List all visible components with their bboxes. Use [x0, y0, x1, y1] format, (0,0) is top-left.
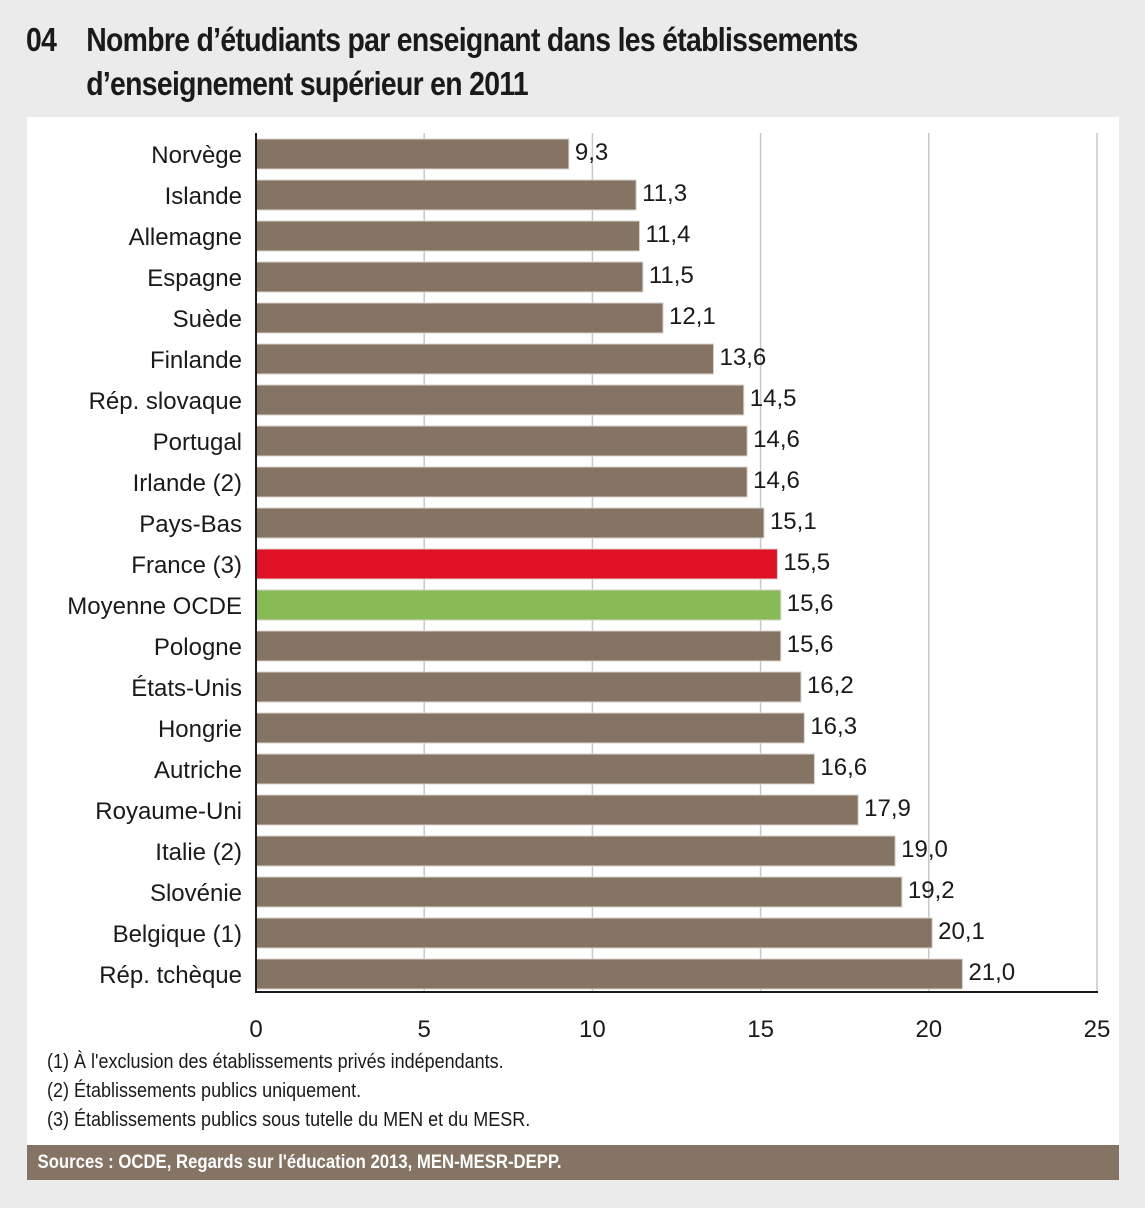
x-tick-label: 15 [747, 1016, 774, 1043]
sources-text: Sources : OCDE, Regards sur l'éducation … [37, 1152, 562, 1173]
bar [255, 343, 715, 375]
category-label: Royaume-Uni [95, 798, 242, 825]
bar [255, 507, 765, 539]
bar [255, 384, 745, 416]
category-label: Portugal [153, 429, 242, 456]
bar [255, 835, 896, 867]
bar [255, 630, 782, 662]
category-label: Islande [165, 183, 242, 210]
category-label: France (3) [131, 552, 242, 579]
chart-title-text: Nombre d’étudiants par enseignant dans l… [86, 18, 1118, 106]
category-label: Autriche [154, 757, 242, 784]
category-labels: Norvège Islande Allemagne Espagne Suède Finla… [67, 142, 242, 989]
value-label: 11,4 [645, 221, 690, 248]
footnote-2: (2) Établissements publics uniquement. [47, 1080, 362, 1102]
value-label: 14,6 [753, 426, 800, 453]
category-label: Rép. slovaque [89, 388, 242, 415]
value-label: 17,9 [864, 795, 911, 822]
bar [255, 671, 802, 703]
bar [255, 466, 748, 498]
bar-chart: Norvège Islande Allemagne Espagne Suède Finla… [67, 133, 1110, 1043]
value-label: 14,6 [753, 467, 800, 494]
value-label: 19,2 [908, 877, 955, 904]
value-label: 19,0 [901, 836, 948, 863]
value-label: 16,3 [810, 713, 857, 740]
category-label: Irlande (2) [133, 470, 242, 497]
value-label: 15,6 [787, 590, 834, 617]
value-label: 16,2 [807, 672, 854, 699]
value-label: 11,3 [642, 180, 687, 207]
sources-band: Sources : OCDE, Regards sur l'éducation … [27, 1145, 1119, 1180]
bar [255, 138, 570, 170]
bar [255, 425, 748, 457]
value-label: 16,6 [820, 754, 867, 781]
category-label: Allemagne [129, 224, 242, 251]
bar [255, 876, 903, 908]
chart-title-line-2: d’enseignement supérieur en 2011 [86, 65, 528, 102]
category-label: Finlande [150, 347, 242, 374]
bar [255, 179, 637, 211]
category-label: Espagne [147, 265, 242, 292]
footnotes: (1) À l'exclusion des établissements pri… [47, 1048, 530, 1135]
x-tick-labels: 0 5 10 15 20 25 [249, 1016, 1110, 1043]
chart-title-line-1: Nombre d’étudiants par enseignant dans l… [86, 21, 858, 58]
x-tick-label: 5 [418, 1016, 431, 1043]
value-label: 15,6 [787, 631, 834, 658]
category-label: Suède [173, 306, 242, 333]
category-label: Hongrie [158, 716, 242, 743]
value-labels: 9,3 11,3 11,4 11,5 12,113,6 14,5 14,6 14,6 15,1 1… [575, 139, 1015, 986]
category-label: Belgique (1) [113, 921, 242, 948]
bar [255, 712, 805, 744]
bar [255, 917, 933, 949]
x-tick-label: 25 [1084, 1016, 1111, 1043]
category-label: Italie (2) [155, 839, 242, 866]
bar [255, 753, 815, 785]
bar [255, 302, 664, 334]
category-label: États-Unis [131, 675, 242, 702]
bars [255, 138, 963, 990]
category-label: Rép. tchèque [99, 962, 242, 989]
value-label: 13,6 [720, 344, 767, 371]
value-label: 12,1 [669, 303, 716, 330]
value-label: 11,5 [649, 262, 694, 289]
footnote-3: (3) Établissements publics sous tutelle … [47, 1109, 531, 1131]
x-tick-label: 10 [579, 1016, 606, 1043]
value-label: 15,1 [770, 508, 817, 535]
bar [255, 548, 778, 580]
category-label: Moyenne OCDE [67, 593, 242, 620]
category-label: Norvège [151, 142, 242, 169]
category-label: Pays-Bas [139, 511, 242, 538]
bar [255, 958, 963, 990]
value-label: 9,3 [575, 139, 608, 166]
chart-number: 04 [26, 21, 57, 58]
value-label: 14,5 [750, 385, 797, 412]
bar [255, 589, 782, 621]
x-tick-label: 20 [915, 1016, 942, 1043]
value-label: 15,5 [783, 549, 830, 576]
bar [255, 794, 859, 826]
category-label: Slovénie [150, 880, 242, 907]
footnote-1: (1) À l'exclusion des établissements pri… [47, 1051, 504, 1073]
value-label: 20,1 [938, 918, 985, 945]
value-label: 21,0 [968, 959, 1015, 986]
bar [255, 261, 644, 293]
x-tick-label: 0 [249, 1016, 262, 1043]
category-label: Pologne [154, 634, 242, 661]
bar [255, 220, 640, 252]
axes [255, 133, 1098, 993]
